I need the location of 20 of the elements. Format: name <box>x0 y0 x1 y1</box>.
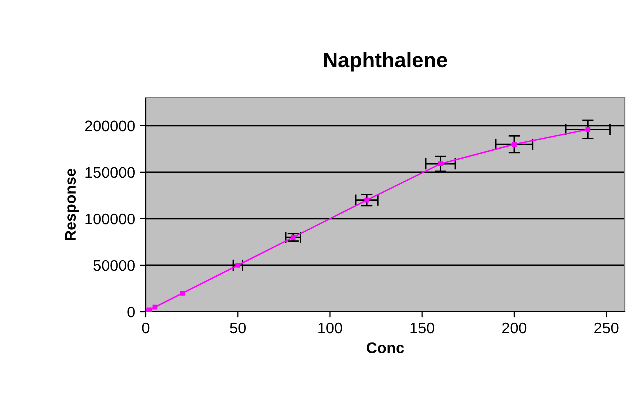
chart-title: Naphthalene <box>324 52 448 72</box>
y-tick-label: 200000 <box>85 120 135 132</box>
x-tick-label: 250 <box>594 322 619 334</box>
y-tick-label: 0 <box>128 306 135 318</box>
y-tick-label: 150000 <box>86 167 135 178</box>
x-tick-label: 50 <box>230 322 246 334</box>
point <box>512 142 517 147</box>
point <box>364 198 370 203</box>
x-tick-label: 0 <box>142 322 150 334</box>
y-tick-label: 100000 <box>86 214 135 225</box>
point <box>438 162 444 166</box>
x-tick-label: 150 <box>410 322 434 334</box>
y-axis-title: Response <box>65 169 80 240</box>
point <box>586 127 591 132</box>
point <box>152 304 158 310</box>
y-tick-label: 50000 <box>94 260 135 272</box>
x-tick-label: 100 <box>318 322 342 334</box>
x-tick-label: 200 <box>502 322 527 334</box>
x-axis-title: Conc <box>367 342 404 354</box>
point <box>180 290 186 296</box>
